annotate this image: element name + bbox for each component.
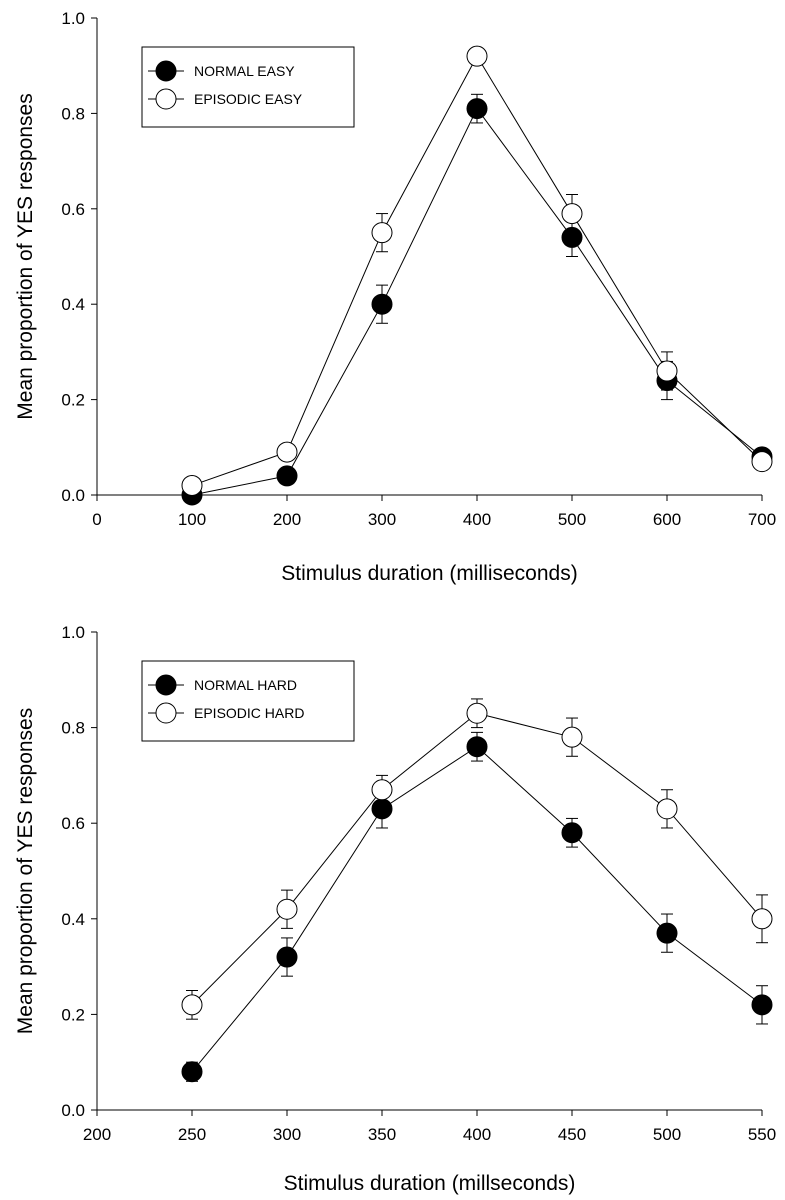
y-tick-label: 0.8 xyxy=(61,104,85,123)
y-tick-label: 1.0 xyxy=(61,623,85,642)
data-point xyxy=(276,898,298,920)
data-point xyxy=(276,441,298,463)
x-tick-label: 700 xyxy=(748,510,776,529)
legend: NORMAL EASY EPISODIC EASY xyxy=(141,46,355,128)
data-point xyxy=(656,922,678,944)
data-point xyxy=(561,203,583,225)
data-point xyxy=(561,226,583,248)
series-normal-hard xyxy=(186,731,768,1082)
y-tick-label: 0.6 xyxy=(61,200,85,219)
data-point xyxy=(466,98,488,120)
x-tick-label: 100 xyxy=(178,510,206,529)
legend-marker xyxy=(155,88,177,110)
data-point xyxy=(751,908,773,930)
legend-label: NORMAL HARD xyxy=(194,677,297,693)
y-tick-label: 0.6 xyxy=(61,814,85,833)
data-point xyxy=(371,293,393,315)
x-tick-label: 200 xyxy=(273,510,301,529)
data-point xyxy=(656,798,678,820)
chart-panel-bottom: 0.0 0.2 0.4 0.6 0.8 1.0 200 250 300 350 400 450 500 5… xyxy=(14,623,776,1195)
data-point xyxy=(561,822,583,844)
x-tick-label: 350 xyxy=(368,1125,396,1144)
data-point xyxy=(371,779,393,801)
data-point xyxy=(466,736,488,758)
x-tick-label: 450 xyxy=(558,1125,586,1144)
legend-label: EPISODIC HARD xyxy=(194,705,304,721)
legend-label: NORMAL EASY xyxy=(194,63,295,79)
y-tick-label: 0.4 xyxy=(61,295,85,314)
data-point xyxy=(181,994,203,1016)
data-point xyxy=(656,360,678,382)
x-tick-label: 200 xyxy=(83,1125,111,1144)
y-tick-label: 0.2 xyxy=(61,391,85,410)
legend-box xyxy=(141,46,355,128)
x-tick-label: 500 xyxy=(653,1125,681,1144)
y-tick-label: 0.0 xyxy=(61,1101,85,1120)
x-tick-label: 600 xyxy=(653,510,681,529)
data-point xyxy=(751,994,773,1016)
data-point xyxy=(466,45,488,67)
y-tick-label: 0.2 xyxy=(61,1005,85,1024)
x-tick-label: 250 xyxy=(178,1125,206,1144)
data-point xyxy=(181,1061,203,1083)
data-point xyxy=(466,702,488,724)
y-axis-title: Mean proportion of YES responses xyxy=(14,93,37,419)
y-tick-label: 0.0 xyxy=(61,486,85,505)
x-tick-label: 0 xyxy=(92,510,101,529)
x-tick-label: 300 xyxy=(368,510,396,529)
y-tick-label: 1.0 xyxy=(61,9,85,28)
x-tick-label: 500 xyxy=(558,510,586,529)
x-tick-label: 550 xyxy=(748,1125,776,1144)
x-tick-label: 400 xyxy=(463,510,491,529)
y-tick-label: 0.8 xyxy=(61,719,85,738)
chart-panel-top: 0.0 0.2 0.4 0.6 0.8 1.0 0 100 200 300 400 500 600 700… xyxy=(14,9,776,585)
y-axis-title: Mean proportion of YES responses xyxy=(14,708,37,1034)
legend-marker xyxy=(155,60,177,82)
legend: NORMAL HARD EPISODIC HARD xyxy=(141,660,355,742)
data-point xyxy=(276,465,298,487)
legend-marker xyxy=(155,702,177,724)
legend-box xyxy=(141,660,355,742)
x-axis-title: Stimulus duration (milliseconds) xyxy=(281,562,577,585)
data-point xyxy=(371,222,393,244)
series-normal-easy xyxy=(191,93,763,496)
x-axis-title: Stimulus duration (millseconds) xyxy=(284,1172,576,1195)
x-tick-label: 400 xyxy=(463,1125,491,1144)
x-tick-label: 300 xyxy=(273,1125,301,1144)
series-line xyxy=(191,107,763,496)
data-point xyxy=(371,798,393,820)
data-point xyxy=(181,474,203,496)
legend-label: EPISODIC EASY xyxy=(194,91,303,107)
data-point xyxy=(751,451,773,473)
data-point xyxy=(276,946,298,968)
data-point xyxy=(561,726,583,748)
legend-marker xyxy=(155,674,177,696)
y-tick-label: 0.4 xyxy=(61,910,85,929)
